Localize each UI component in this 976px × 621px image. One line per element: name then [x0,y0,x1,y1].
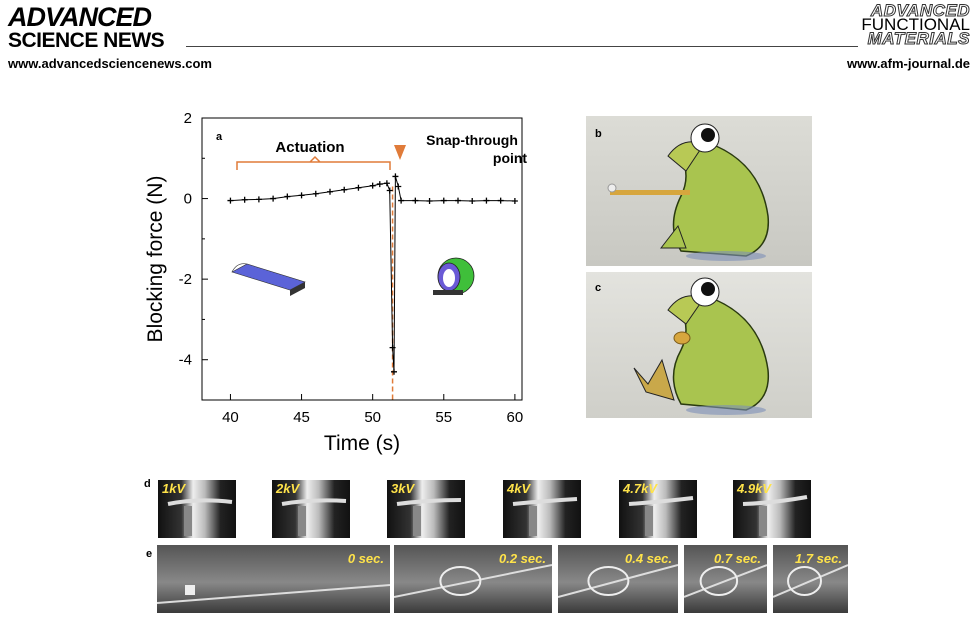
data-point [376,181,383,188]
data-point [412,197,419,204]
time-label: 0 sec. [347,551,384,566]
snap-label-line1: Snap-through [426,132,518,148]
y-tick-label: -4 [179,352,192,369]
journal-logo-line3: MATERIALS [867,29,970,48]
time-frame: 0.7 sec. [684,545,767,613]
journal-logo-line2: FUNCTIONAL [861,15,970,34]
plot-frame [201,117,523,401]
publisher-logo-line1: ADVANCED [8,2,152,32]
data-point [255,196,262,203]
data-point [298,192,305,199]
data-point [440,197,447,204]
voltage-frame: 2kV [272,480,350,538]
blocking-force-chart: 40 45 50 55 60 2 0 -2 -4 a Actuation Snap-throug… [144,110,528,455]
x-tick-label: 40 [222,409,239,426]
voltage-label: 3kV [391,481,415,496]
voltage-label: 2kV [276,481,300,496]
header-rule [186,46,858,47]
voltage-frame: 4kV [503,480,581,538]
x-tick-label: 55 [435,409,452,426]
y-tick-label: 0 [184,191,192,208]
voltage-label: 4kV [507,481,531,496]
data-point [511,197,518,204]
data-point [312,190,319,197]
x-axis-label: Time (s) [324,432,400,455]
data-point [270,195,277,202]
data-point [469,197,476,204]
panel-e-label: e [146,548,153,560]
time-frame: 0 sec. [157,545,390,613]
time-frame: 0.4 sec. [558,545,678,613]
voltage-label: 4.7kV [623,481,657,496]
journal-logo: ADVANCED FUNCTIONAL MATERIALS [861,1,970,48]
data-point [355,184,362,191]
y-tick-label: 2 [184,110,192,127]
publisher-url[interactable]: www.advancedsciencenews.com [8,56,212,71]
data-point [395,183,402,190]
voltage-label: 4.9kV [737,481,771,496]
journal-url[interactable]: www.afm-journal.de [846,56,970,71]
voltage-frame: 1kV [158,480,236,538]
time-label: 0.7 sec. [714,551,761,566]
panel-c-label: c [595,282,602,294]
data-point [426,197,433,204]
y-tick-label: -2 [179,271,192,288]
frog-photo-c: c [586,272,812,418]
panel-a-label: a [216,131,223,143]
voltage-frame: 3kV [387,480,465,538]
data-point [227,197,234,204]
data-point [398,197,405,204]
data-point [369,182,376,189]
x-tick-label: 60 [507,409,524,426]
time-frame: 0.2 sec. [394,545,552,613]
time-label: 0.4 sec. [625,551,672,566]
y-axis-label: Blocking force (N) [144,176,167,343]
data-point [497,197,504,204]
actuation-label: Actuation [275,139,344,156]
voltage-frame: 4.9kV [733,480,811,538]
data-point [391,368,397,375]
data-point [241,196,248,203]
data-point [389,344,396,351]
data-point [341,186,348,193]
time-label: 0.2 sec. [499,551,546,566]
time-frame: 1.7 sec. [773,545,848,613]
curled-shell-illustration [433,257,475,295]
time-label: 1.7 sec. [795,551,842,566]
actuation-bracket [236,155,391,170]
data-point [483,197,490,204]
journal-logo-line1: ADVANCED [870,1,970,20]
panel-b-label: b [595,128,602,140]
voltage-label: 1kV [162,481,186,496]
x-tick-label: 50 [364,409,381,426]
data-point [455,197,461,204]
snap-label-line2: point [493,150,528,166]
data-point [327,188,333,195]
voltage-frame: 4.7kV [619,480,697,538]
panel-d-label: d [144,478,151,490]
frog-photo-b: b [586,116,812,266]
x-tick-label: 45 [293,409,310,426]
publisher-logo-line2: SCIENCE NEWS [8,29,165,52]
flat-shell-illustration [231,263,306,296]
data-point [392,173,399,180]
snap-arrow [394,145,406,160]
data-point [284,193,291,200]
data-point [386,187,393,194]
data-point [383,180,390,187]
